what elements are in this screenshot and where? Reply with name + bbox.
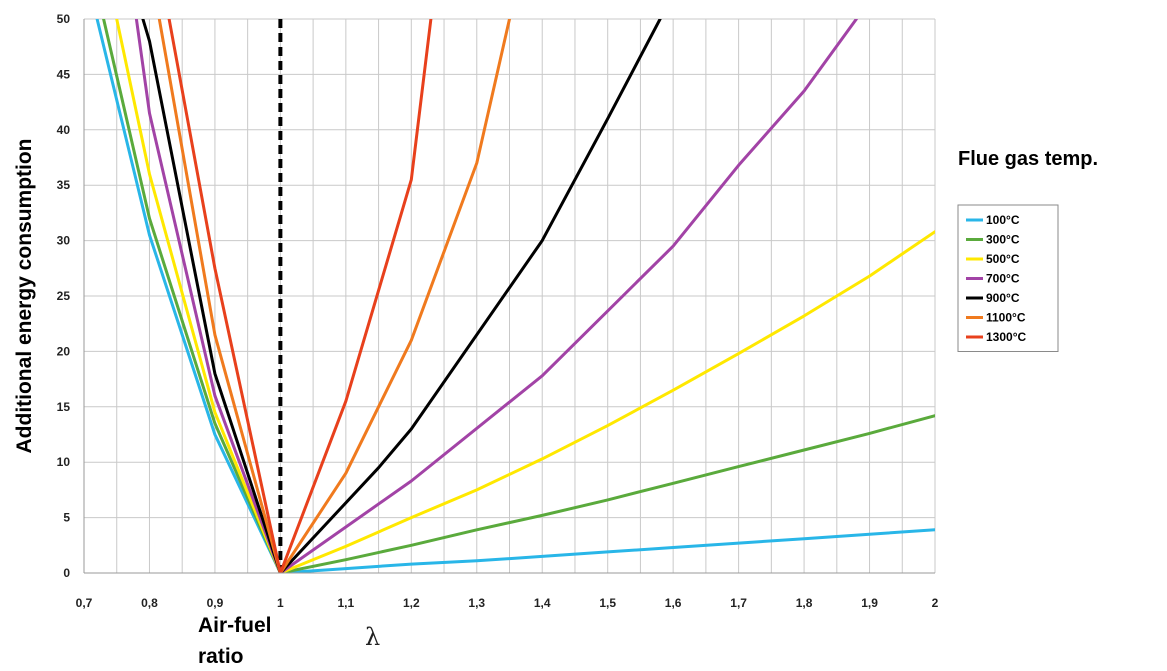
x-tick-label: 1,2	[403, 596, 420, 610]
x-tick-label: 1	[277, 596, 284, 610]
legend-entry-label: 700°C	[986, 272, 1020, 286]
x-tick-label: 1,4	[534, 596, 551, 610]
y-tick-label: 20	[57, 344, 71, 358]
y-tick-label: 50	[57, 12, 71, 26]
x-tick-label: 1,1	[338, 596, 355, 610]
y-tick-label: 30	[57, 234, 71, 248]
x-axis-label-line-2: ratio	[198, 645, 244, 668]
series-line-1100c	[157, 19, 511, 573]
x-tick-label: 1,9	[861, 596, 878, 610]
series-line-1300c	[167, 19, 433, 573]
x-tick-label: 1,7	[730, 596, 747, 610]
legend-entry-label: 1300°C	[986, 330, 1026, 344]
legend-entry-label: 300°C	[986, 233, 1020, 247]
x-tick-label: 1,3	[468, 596, 485, 610]
x-tick-label: 2	[932, 596, 939, 610]
y-tick-label: 40	[57, 123, 71, 137]
legend: 100°C 300°C 500°C 700°C 900°C 1100°C 1300°C	[957, 204, 1059, 352]
x-axis-label-line-1: Air-fuel	[198, 614, 272, 637]
series-line-300c	[102, 19, 935, 573]
x-tick-label: 0,8	[141, 596, 158, 610]
x-tick-label: 0,7	[76, 596, 93, 610]
y-tick-label: 25	[57, 289, 71, 303]
grid	[83, 18, 936, 574]
y-tick-label: 5	[63, 511, 70, 525]
y-axis-label: Additional energy consumption	[13, 138, 36, 453]
y-tick-label: 45	[57, 67, 71, 81]
series-line-100c	[95, 19, 935, 573]
legend-entry-label: 1100°C	[986, 311, 1026, 325]
y-tick-label: 0	[63, 566, 70, 580]
series-line-500c	[115, 19, 935, 573]
x-tick-label: 1,6	[665, 596, 682, 610]
legend-entry-label: 900°C	[986, 291, 1020, 305]
x-tick-label: 1,8	[796, 596, 813, 610]
y-tick-label: 10	[57, 455, 71, 469]
x-tick-label: 1,5	[599, 596, 616, 610]
x-tick-labels: 0,7 0,8 0,9 1 1,1 1,2 1,3 1,4 1,5 1,6 1,7 1,8 1,9 2	[76, 596, 939, 610]
lambda-symbol: λ	[365, 623, 380, 651]
y-tick-label: 35	[57, 178, 71, 192]
x-tick-label: 0,9	[207, 596, 224, 610]
series-layer	[95, 19, 935, 573]
series-line-900c	[141, 19, 662, 573]
legend-entry-label: 500°C	[986, 252, 1020, 266]
series-line-700c	[134, 19, 858, 573]
legend-entry-label: 100°C	[986, 213, 1020, 227]
axes	[83, 19, 935, 574]
y-tick-labels: 0 5 10 15 20 25 30 35 40 45 50	[57, 12, 71, 580]
legend-title: Flue gas temp.	[958, 148, 1098, 170]
y-tick-label: 15	[57, 400, 71, 414]
